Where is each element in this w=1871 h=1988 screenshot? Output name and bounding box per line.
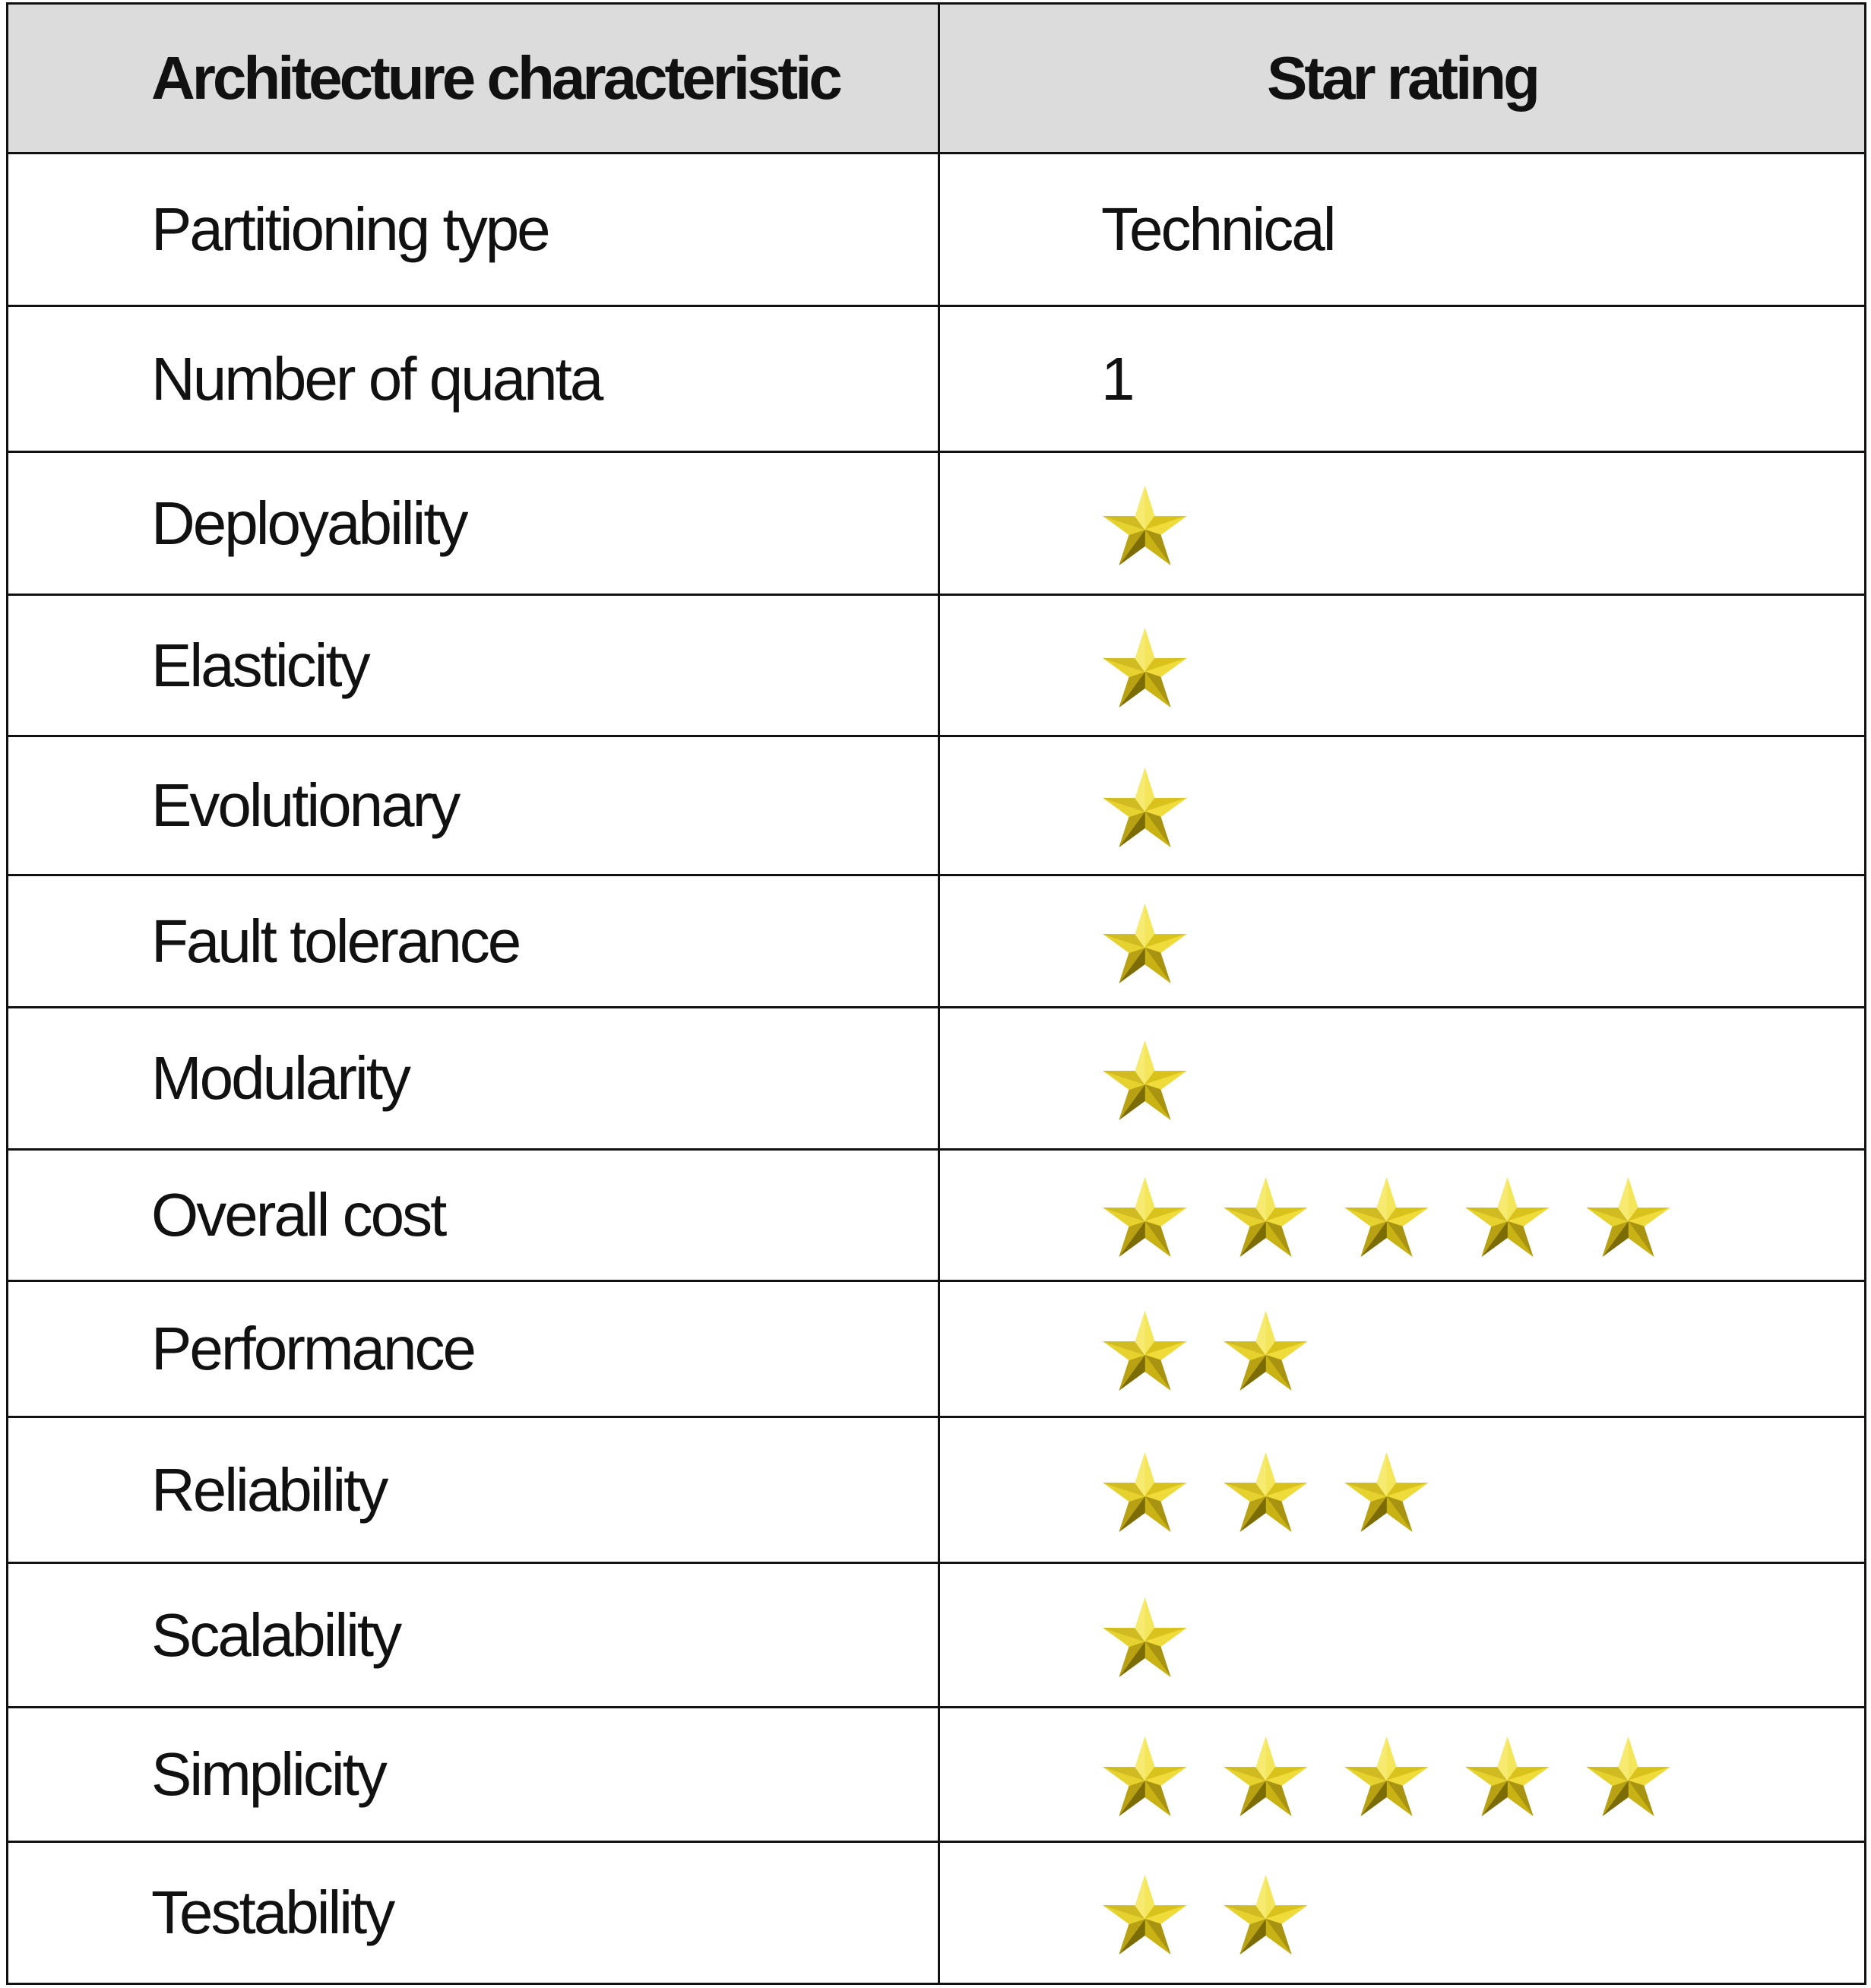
star-rating-cell bbox=[938, 1148, 1866, 1282]
table-row: Fault tolerance bbox=[6, 874, 1866, 1008]
star-rating bbox=[1101, 624, 1864, 708]
star-rating bbox=[1101, 1037, 1864, 1120]
star-rating bbox=[1101, 1594, 1864, 1677]
characteristic-cell: Modularity bbox=[6, 1006, 940, 1151]
star-icon bbox=[1103, 486, 1187, 565]
characteristic-cell: Reliability bbox=[6, 1416, 940, 1564]
star-icon bbox=[1465, 1177, 1550, 1257]
characteristic-cell: Number of quanta bbox=[6, 305, 940, 453]
table-row: Number of quanta 1 bbox=[6, 305, 1866, 453]
star-icon bbox=[1103, 1040, 1187, 1120]
star-icon bbox=[1224, 1177, 1308, 1257]
star-icon bbox=[1586, 1736, 1670, 1816]
star-icon bbox=[1103, 904, 1187, 983]
characteristic-cell: Simplicity bbox=[6, 1706, 940, 1843]
star-rating-cell bbox=[938, 735, 1866, 876]
star-icon bbox=[1224, 1311, 1308, 1391]
star-icon bbox=[1103, 628, 1187, 708]
characteristic-cell: Elasticity bbox=[6, 594, 940, 737]
star-icon bbox=[1344, 1452, 1429, 1532]
characteristic-cell: Evolutionary bbox=[6, 735, 940, 876]
star-rating bbox=[1101, 1307, 1864, 1391]
star-icon bbox=[1103, 768, 1187, 847]
star-icon bbox=[1103, 1736, 1187, 1816]
star-icon bbox=[1224, 1452, 1308, 1532]
star-rating bbox=[1101, 764, 1864, 847]
characteristic-cell: Testability bbox=[6, 1841, 940, 1985]
table-row: Performance bbox=[6, 1280, 1866, 1418]
table-row: Overall cost bbox=[6, 1148, 1866, 1282]
star-icon bbox=[1465, 1736, 1550, 1816]
star-icon bbox=[1586, 1177, 1670, 1257]
star-rating-cell bbox=[938, 1841, 1866, 1985]
star-rating-cell bbox=[938, 874, 1866, 1008]
star-rating-cell bbox=[938, 451, 1866, 596]
star-icon bbox=[1103, 1452, 1187, 1532]
table-row: Partitioning type Technical bbox=[6, 152, 1866, 307]
star-rating bbox=[1101, 1173, 1864, 1257]
star-icon bbox=[1103, 1311, 1187, 1391]
star-rating bbox=[1101, 482, 1864, 565]
table-row: Scalability bbox=[6, 1562, 1866, 1708]
star-rating bbox=[1101, 1733, 1864, 1816]
star-icon bbox=[1344, 1736, 1429, 1816]
characteristic-cell: Fault tolerance bbox=[6, 874, 940, 1008]
star-rating-cell bbox=[938, 1562, 1866, 1708]
star-rating-cell bbox=[938, 1416, 1866, 1564]
star-rating-cell bbox=[938, 1706, 1866, 1843]
header-row: Architecture characteristic Star rating bbox=[6, 2, 1866, 154]
table-row: Deployability bbox=[6, 451, 1866, 596]
characteristic-cell: Overall cost bbox=[6, 1148, 940, 1282]
star-rating bbox=[1101, 1448, 1864, 1532]
star-rating-cell bbox=[938, 594, 1866, 737]
star-rating-cell bbox=[938, 1280, 1866, 1418]
header-characteristic: Architecture characteristic bbox=[6, 2, 940, 154]
star-rating bbox=[1101, 900, 1864, 983]
star-icon bbox=[1103, 1597, 1187, 1677]
table-row: Modularity bbox=[6, 1006, 1866, 1151]
value-cell: 1 bbox=[938, 305, 1866, 453]
table-row: Testability bbox=[6, 1841, 1866, 1985]
table-row: Reliability bbox=[6, 1416, 1866, 1564]
characteristic-cell: Partitioning type bbox=[6, 152, 940, 307]
star-icon bbox=[1344, 1177, 1429, 1257]
star-icon bbox=[1103, 1875, 1187, 1955]
table-row: Simplicity bbox=[6, 1706, 1866, 1843]
characteristic-cell: Deployability bbox=[6, 451, 940, 596]
star-rating-cell bbox=[938, 1006, 1866, 1151]
star-icon bbox=[1224, 1736, 1308, 1816]
star-icon bbox=[1103, 1177, 1187, 1257]
star-icon bbox=[1224, 1875, 1308, 1955]
rating-table: Architecture characteristic Star rating … bbox=[6, 2, 1866, 1985]
table-row: Evolutionary bbox=[6, 735, 1866, 876]
star-rating bbox=[1101, 1871, 1864, 1955]
characteristic-cell: Performance bbox=[6, 1280, 940, 1418]
header-star-rating: Star rating bbox=[938, 2, 1866, 154]
characteristic-cell: Scalability bbox=[6, 1562, 940, 1708]
value-cell: Technical bbox=[938, 152, 1866, 307]
table-row: Elasticity bbox=[6, 594, 1866, 737]
